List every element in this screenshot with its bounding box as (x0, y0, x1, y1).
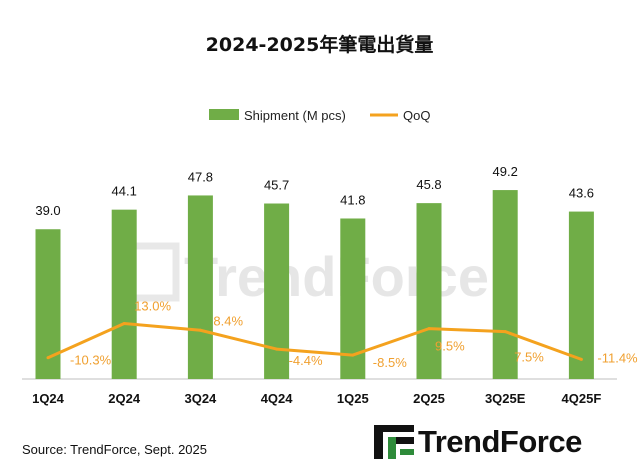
bar-value-label-4Q24: 45.7 (264, 178, 289, 193)
x-tick-label-1Q25: 1Q25 (337, 391, 369, 406)
trendforce-logo-mark (374, 425, 414, 459)
x-tick-label-2Q25: 2Q25 (413, 391, 445, 406)
chart-legend: Shipment (M pcs) QoQ (209, 108, 430, 123)
qoq-label-4Q25F: -11.4% (597, 350, 638, 365)
x-tick-label-3Q25E: 3Q25E (485, 391, 526, 406)
bar-value-label-2Q25: 45.8 (416, 177, 441, 192)
qoq-label-2Q24: 13.0% (134, 298, 171, 313)
qoq-point-3Q24 (198, 328, 202, 332)
x-tick-label-3Q24: 3Q24 (184, 391, 217, 406)
bar-series: 39.0 44.1 47.8 45.7 41.8 45.8 49.2 43.6 (35, 164, 594, 379)
x-tick-label-1Q24: 1Q24 (32, 391, 65, 406)
bar-value-label-1Q25: 41.8 (340, 192, 365, 207)
qoq-point-1Q25 (351, 353, 355, 357)
qoq-label-1Q24: -10.3% (70, 353, 112, 368)
bar-3Q25E (492, 190, 518, 379)
chart-title: 2024-2025年筆電出貨量 (205, 34, 434, 56)
x-tick-label-4Q25F: 4Q25F (562, 391, 602, 406)
bar-4Q24 (264, 203, 290, 379)
legend-swatch-shipment (209, 109, 239, 120)
bar-2Q24 (111, 209, 137, 379)
qoq-point-2Q24 (122, 321, 126, 325)
watermark-text: TrendForce (184, 245, 489, 308)
trendforce-logo: TrendForce (374, 424, 582, 460)
qoq-label-2Q25: 9.5% (435, 339, 465, 354)
qoq-point-3Q25E (503, 330, 507, 334)
bar-value-label-2Q24: 44.1 (112, 184, 137, 199)
x-axis-ticks: 1Q24 2Q24 3Q24 4Q24 1Q25 2Q25 3Q25E 4Q25F (32, 391, 601, 406)
bar-value-label-1Q24: 39.0 (35, 203, 60, 218)
bar-value-label-3Q24: 47.8 (188, 169, 213, 184)
x-tick-label-4Q24: 4Q24 (261, 391, 294, 406)
legend-label-qoq: QoQ (403, 108, 430, 123)
qoq-point-2Q25 (427, 327, 431, 331)
qoq-label-4Q24: -4.4% (289, 353, 323, 368)
bar-2Q25 (416, 203, 442, 379)
bar-value-label-4Q25F: 43.6 (569, 186, 594, 201)
qoq-label-3Q25E: 7.5% (514, 350, 544, 365)
qoq-line (47, 321, 582, 361)
bar-value-label-3Q25E: 49.2 (493, 164, 518, 179)
qoq-label-1Q25: -8.5% (373, 355, 407, 370)
qoq-series: -10.3% 13.0% 8.4% -4.4% -8.5% 9.5% 7.5% -11.4% (46, 298, 638, 370)
qoq-point-1Q24 (46, 356, 50, 360)
qoq-point-4Q24 (275, 347, 279, 351)
bar-3Q24 (187, 195, 213, 379)
trendforce-logo-text: TrendForce (418, 424, 582, 459)
x-tick-label-2Q24: 2Q24 (108, 391, 141, 406)
source-note: Source: TrendForce, Sept. 2025 (22, 442, 207, 457)
legend-label-shipment: Shipment (M pcs) (244, 108, 346, 123)
bar-4Q25F (568, 211, 594, 379)
qoq-label-3Q24: 8.4% (213, 313, 243, 328)
qoq-point-4Q25F (579, 357, 583, 361)
